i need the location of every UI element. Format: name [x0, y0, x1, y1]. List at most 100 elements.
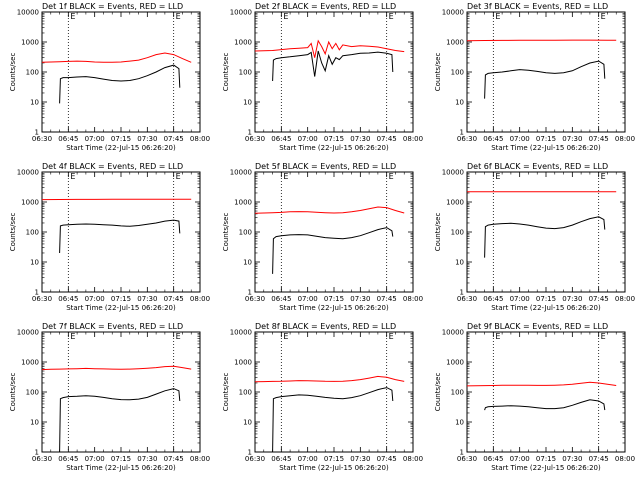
y-tick-label: 10	[455, 259, 464, 267]
panel-9: Det 9f BLACK = Events, RED = LLD11010010…	[434, 322, 635, 472]
x-tick-label: 07:00	[85, 295, 105, 303]
y-tick-label: 100	[239, 229, 252, 237]
x-axis-label: Start Time (22-Jul-15 06:26:20)	[66, 304, 176, 312]
x-tick-label: 07:30	[562, 135, 582, 143]
time-marker-label: E	[601, 172, 606, 181]
time-marker-label: E	[495, 332, 500, 341]
y-tick-label: 10000	[442, 169, 464, 177]
time-marker-label: E	[176, 332, 181, 341]
x-tick-label: 07:15	[324, 135, 344, 143]
x-tick-label: 08:00	[403, 135, 423, 143]
lld-series-line	[467, 40, 616, 41]
x-axis-label: Start Time (22-Jul-15 06:26:20)	[279, 304, 389, 312]
panel-1: Det 1f BLACK = Events, RED = LLD11010010…	[9, 2, 210, 152]
panel-title: Det 3f BLACK = Events, RED = LLD	[467, 2, 608, 11]
plot-frame	[42, 12, 200, 132]
time-marker-label: E	[495, 12, 500, 21]
y-tick-label: 100	[239, 389, 252, 397]
y-axis-label: Counts/sec	[9, 373, 17, 412]
time-marker-label: E	[283, 12, 288, 21]
y-tick-label: 100	[26, 69, 39, 77]
y-tick-label: 100	[26, 229, 39, 237]
y-tick-label: 10000	[230, 169, 252, 177]
x-tick-label: 06:30	[32, 135, 52, 143]
panel-title: Det 5f BLACK = Events, RED = LLD	[255, 162, 396, 171]
x-tick-label: 07:00	[85, 455, 105, 463]
events-series-line	[485, 217, 605, 258]
panel-title: Det 4f BLACK = Events, RED = LLD	[42, 162, 183, 171]
x-tick-label: 07:15	[111, 455, 131, 463]
x-tick-label: 07:45	[589, 455, 609, 463]
plot-frame	[42, 172, 200, 292]
time-marker-label: E	[70, 12, 75, 21]
y-axis-label: Counts/sec	[222, 213, 230, 252]
y-tick-label: 1000	[234, 199, 252, 207]
time-marker-label: E	[389, 12, 394, 21]
x-tick-label: 07:00	[298, 455, 318, 463]
x-tick-label: 06:45	[271, 295, 291, 303]
x-tick-label: 07:30	[350, 135, 370, 143]
x-tick-label: 07:00	[298, 135, 318, 143]
x-tick-label: 07:30	[137, 135, 157, 143]
events-series-line	[60, 220, 180, 253]
panel-title: Det 6f BLACK = Events, RED = LLD	[467, 162, 608, 171]
x-tick-label: 06:45	[58, 455, 78, 463]
y-axis-label: Counts/sec	[222, 53, 230, 92]
y-tick-label: 1000	[21, 199, 39, 207]
y-tick-label: 10	[243, 259, 252, 267]
y-tick-label: 1000	[446, 39, 464, 47]
x-tick-label: 06:30	[32, 295, 52, 303]
x-axis-label: Start Time (22-Jul-15 06:26:20)	[66, 144, 176, 152]
plot-frame	[467, 12, 625, 132]
x-tick-label: 06:45	[271, 135, 291, 143]
time-marker-label: E	[601, 332, 606, 341]
y-axis-label: Counts/sec	[434, 373, 442, 412]
panel-2: Det 2f BLACK = Events, RED = LLD11010010…	[222, 2, 423, 152]
events-series-line	[60, 389, 180, 452]
events-series-line	[485, 400, 605, 410]
events-series-line	[60, 65, 180, 103]
y-tick-label: 1000	[21, 39, 39, 47]
y-tick-label: 1000	[234, 39, 252, 47]
panel-title: Det 1f BLACK = Events, RED = LLD	[42, 2, 183, 11]
panel-title: Det 2f BLACK = Events, RED = LLD	[255, 2, 396, 11]
x-tick-label: 06:45	[483, 135, 503, 143]
x-tick-label: 06:30	[32, 455, 52, 463]
y-tick-label: 1000	[446, 359, 464, 367]
x-axis-label: Start Time (22-Jul-15 06:26:20)	[279, 464, 389, 472]
events-series-line	[273, 388, 393, 452]
plot-frame	[467, 172, 625, 292]
x-tick-label: 06:30	[457, 455, 477, 463]
x-tick-label: 07:00	[510, 135, 530, 143]
plot-frame	[255, 12, 413, 132]
x-axis-label: Start Time (22-Jul-15 06:26:20)	[491, 304, 601, 312]
y-axis-label: Counts/sec	[9, 213, 17, 252]
x-tick-label: 07:45	[164, 295, 184, 303]
time-marker-label: E	[176, 172, 181, 181]
x-tick-label: 07:15	[536, 135, 556, 143]
panel-title: Det 8f BLACK = Events, RED = LLD	[255, 322, 396, 331]
x-tick-label: 07:45	[589, 135, 609, 143]
y-tick-label: 100	[239, 69, 252, 77]
x-tick-label: 07:15	[324, 295, 344, 303]
x-tick-label: 07:30	[137, 295, 157, 303]
y-tick-label: 1000	[446, 199, 464, 207]
y-tick-label: 10000	[17, 169, 39, 177]
x-tick-label: 08:00	[615, 295, 635, 303]
panel-6: Det 6f BLACK = Events, RED = LLD11010010…	[434, 162, 635, 312]
y-tick-label: 10000	[230, 9, 252, 17]
x-tick-label: 08:00	[190, 135, 210, 143]
x-tick-label: 07:45	[164, 135, 184, 143]
y-tick-label: 1000	[234, 359, 252, 367]
x-axis-label: Start Time (22-Jul-15 06:26:20)	[66, 464, 176, 472]
y-tick-label: 100	[26, 389, 39, 397]
x-tick-label: 08:00	[403, 295, 423, 303]
y-tick-label: 10	[455, 99, 464, 107]
panel-title: Det 9f BLACK = Events, RED = LLD	[467, 322, 608, 331]
x-tick-label: 07:00	[298, 295, 318, 303]
x-tick-label: 07:00	[510, 295, 530, 303]
time-marker-label: E	[495, 172, 500, 181]
x-tick-label: 07:45	[377, 455, 397, 463]
x-tick-label: 06:30	[457, 295, 477, 303]
x-axis-label: Start Time (22-Jul-15 06:26:20)	[491, 144, 601, 152]
